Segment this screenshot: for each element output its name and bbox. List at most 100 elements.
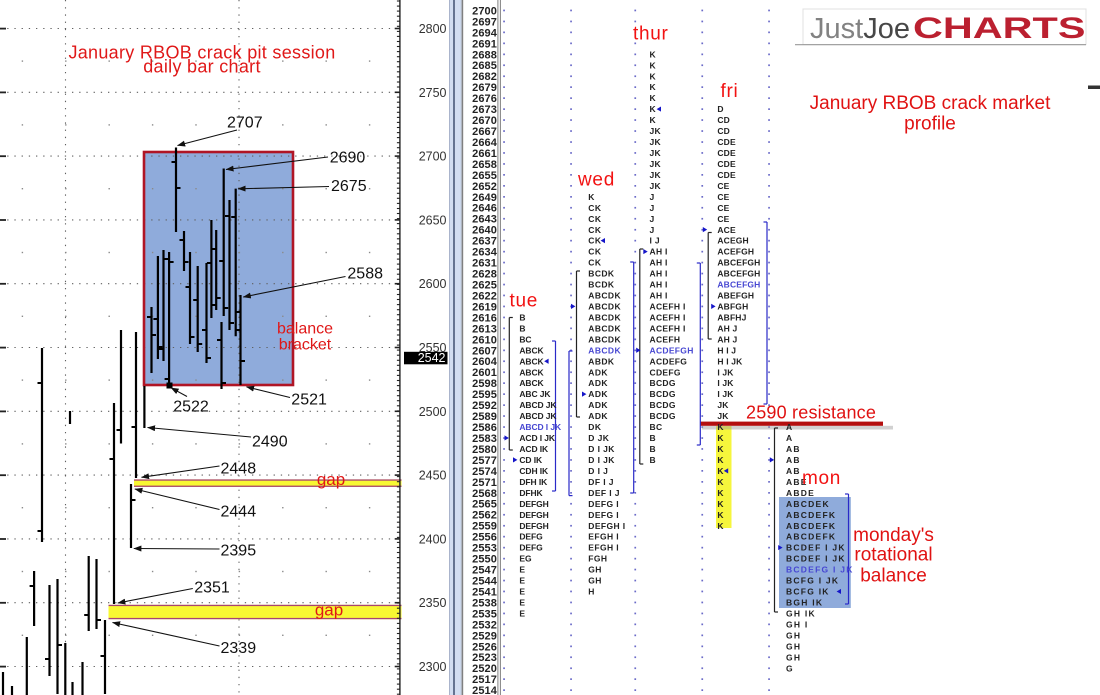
svg-text:I JK: I JK	[717, 367, 734, 377]
svg-text:BCFG IK: BCFG IK	[786, 587, 830, 597]
svg-text:B: B	[650, 455, 656, 465]
svg-text:2583: 2583	[472, 433, 497, 445]
svg-text:ABCDEK: ABCDEK	[786, 499, 830, 509]
svg-text:2541: 2541	[472, 586, 497, 598]
svg-text:2643: 2643	[472, 214, 497, 226]
svg-text:2697: 2697	[472, 16, 497, 28]
svg-text:ABCDK: ABCDK	[588, 313, 621, 323]
svg-text:GH: GH	[588, 576, 602, 586]
svg-text:2535: 2535	[472, 608, 497, 620]
svg-text:2580: 2580	[472, 444, 497, 456]
svg-text:ABCK: ABCK	[519, 367, 544, 377]
svg-text:E: E	[519, 587, 525, 597]
svg-text:DFH IK: DFH IK	[519, 477, 548, 487]
svg-text:AB: AB	[786, 444, 801, 454]
svg-text:JK: JK	[650, 170, 662, 180]
svg-text:2634: 2634	[472, 247, 498, 259]
svg-text:E: E	[519, 576, 525, 586]
svg-text:JK: JK	[650, 181, 662, 191]
svg-text:2650: 2650	[419, 213, 447, 227]
svg-text:2588: 2588	[347, 265, 383, 282]
svg-text:EFGH I: EFGH I	[588, 532, 619, 542]
svg-text:K: K	[650, 93, 657, 103]
svg-text:GH IK: GH IK	[786, 609, 816, 619]
svg-text:gap: gap	[315, 601, 343, 620]
svg-text:ADK: ADK	[588, 378, 608, 388]
svg-text:BGH IK: BGH IK	[786, 598, 823, 608]
svg-text:ABFGH: ABFGH	[717, 302, 748, 312]
svg-text:2685: 2685	[472, 60, 497, 72]
svg-text:ACDEFG: ACDEFG	[650, 356, 688, 366]
svg-text:January RBOB crack market: January RBOB crack market	[810, 93, 1051, 114]
svg-text:BC: BC	[650, 422, 663, 432]
svg-text:K: K	[650, 115, 657, 125]
svg-text:2521: 2521	[291, 392, 327, 409]
svg-text:fri: fri	[721, 81, 739, 102]
svg-text:ABC JK: ABC JK	[519, 389, 551, 399]
svg-text:2604: 2604	[472, 356, 498, 368]
svg-text:JK: JK	[650, 137, 662, 147]
svg-text:2550: 2550	[419, 341, 447, 355]
svg-text:D JK: D JK	[588, 433, 609, 443]
svg-text:CD: CD	[717, 115, 730, 125]
svg-text:2675: 2675	[331, 178, 367, 195]
svg-text:CDE: CDE	[717, 159, 736, 169]
svg-text:B: B	[519, 323, 525, 333]
svg-text:DEFGH: DEFGH	[519, 521, 548, 531]
svg-text:2691: 2691	[472, 38, 497, 50]
svg-text:ABFHJ: ABFHJ	[717, 313, 746, 323]
svg-text:DK: DK	[588, 422, 602, 432]
svg-text:rotational: rotational	[854, 545, 932, 566]
svg-text:AH I: AH I	[650, 258, 668, 268]
svg-text:2667: 2667	[472, 126, 497, 138]
svg-text:2607: 2607	[472, 345, 497, 357]
svg-text:2556: 2556	[472, 532, 497, 544]
svg-text:BCDK: BCDK	[588, 280, 615, 290]
svg-text:2538: 2538	[472, 597, 497, 609]
svg-text:BCFG I JK: BCFG I JK	[786, 576, 839, 586]
svg-text:E: E	[519, 565, 525, 575]
svg-text:2568: 2568	[472, 488, 497, 500]
svg-text:ABCDK: ABCDK	[588, 291, 621, 301]
svg-text:D I JK: D I JK	[588, 444, 615, 454]
svg-text:2688: 2688	[472, 49, 497, 61]
svg-text:D: D	[717, 104, 723, 114]
svg-text:ACEFH: ACEFH	[650, 334, 681, 344]
svg-text:2559: 2559	[472, 521, 497, 533]
svg-text:2577: 2577	[472, 455, 497, 467]
svg-text:K: K	[717, 488, 724, 498]
svg-text:2655: 2655	[472, 170, 497, 182]
svg-text:2707: 2707	[227, 114, 263, 131]
svg-text:GH: GH	[786, 652, 801, 662]
svg-text:I JK: I JK	[717, 389, 734, 399]
svg-text:CE: CE	[717, 214, 729, 224]
svg-text:D I J: D I J	[588, 466, 608, 476]
svg-text:2640: 2640	[472, 225, 497, 237]
svg-text:B: B	[519, 313, 525, 323]
svg-text:ABCK: ABCK	[519, 356, 544, 366]
svg-text:E: E	[519, 609, 525, 619]
svg-text:January RBOB crack pit session: January RBOB crack pit session	[68, 42, 335, 62]
svg-text:BCDG: BCDG	[650, 389, 676, 399]
svg-text:CK: CK	[588, 247, 602, 257]
svg-text:ACEFH I: ACEFH I	[650, 302, 686, 312]
svg-text:2522: 2522	[173, 398, 209, 415]
svg-text:2444: 2444	[221, 503, 257, 520]
svg-text:ABCD JK: ABCD JK	[519, 400, 557, 410]
svg-text:2586: 2586	[472, 422, 497, 434]
svg-text:2514: 2514	[472, 685, 498, 695]
svg-text:2679: 2679	[472, 82, 497, 94]
svg-text:2553: 2553	[472, 543, 497, 555]
svg-text:CK: CK	[588, 258, 602, 268]
svg-text:K: K	[650, 104, 657, 114]
svg-text:profile: profile	[904, 114, 956, 135]
svg-text:G: G	[786, 663, 794, 673]
svg-text:CDE: CDE	[717, 148, 736, 158]
svg-text:ABCDK: ABCDK	[588, 334, 621, 344]
svg-text:AB: AB	[786, 455, 801, 465]
svg-text:2652: 2652	[472, 181, 497, 193]
svg-text:CE: CE	[717, 192, 729, 202]
svg-text:FGH: FGH	[588, 554, 607, 564]
svg-text:2350: 2350	[419, 596, 447, 610]
svg-text:DEFG I: DEFG I	[588, 499, 619, 509]
